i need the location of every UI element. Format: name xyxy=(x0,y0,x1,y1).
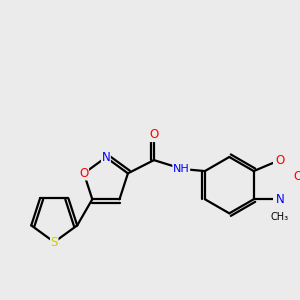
Text: S: S xyxy=(50,236,58,249)
Text: O: O xyxy=(293,169,300,183)
Text: N: N xyxy=(275,193,284,206)
Text: O: O xyxy=(275,154,284,166)
Text: NH: NH xyxy=(173,164,190,174)
Text: O: O xyxy=(149,128,159,141)
Text: N: N xyxy=(101,151,110,164)
Text: CH₃: CH₃ xyxy=(271,212,289,222)
Text: O: O xyxy=(79,167,88,180)
